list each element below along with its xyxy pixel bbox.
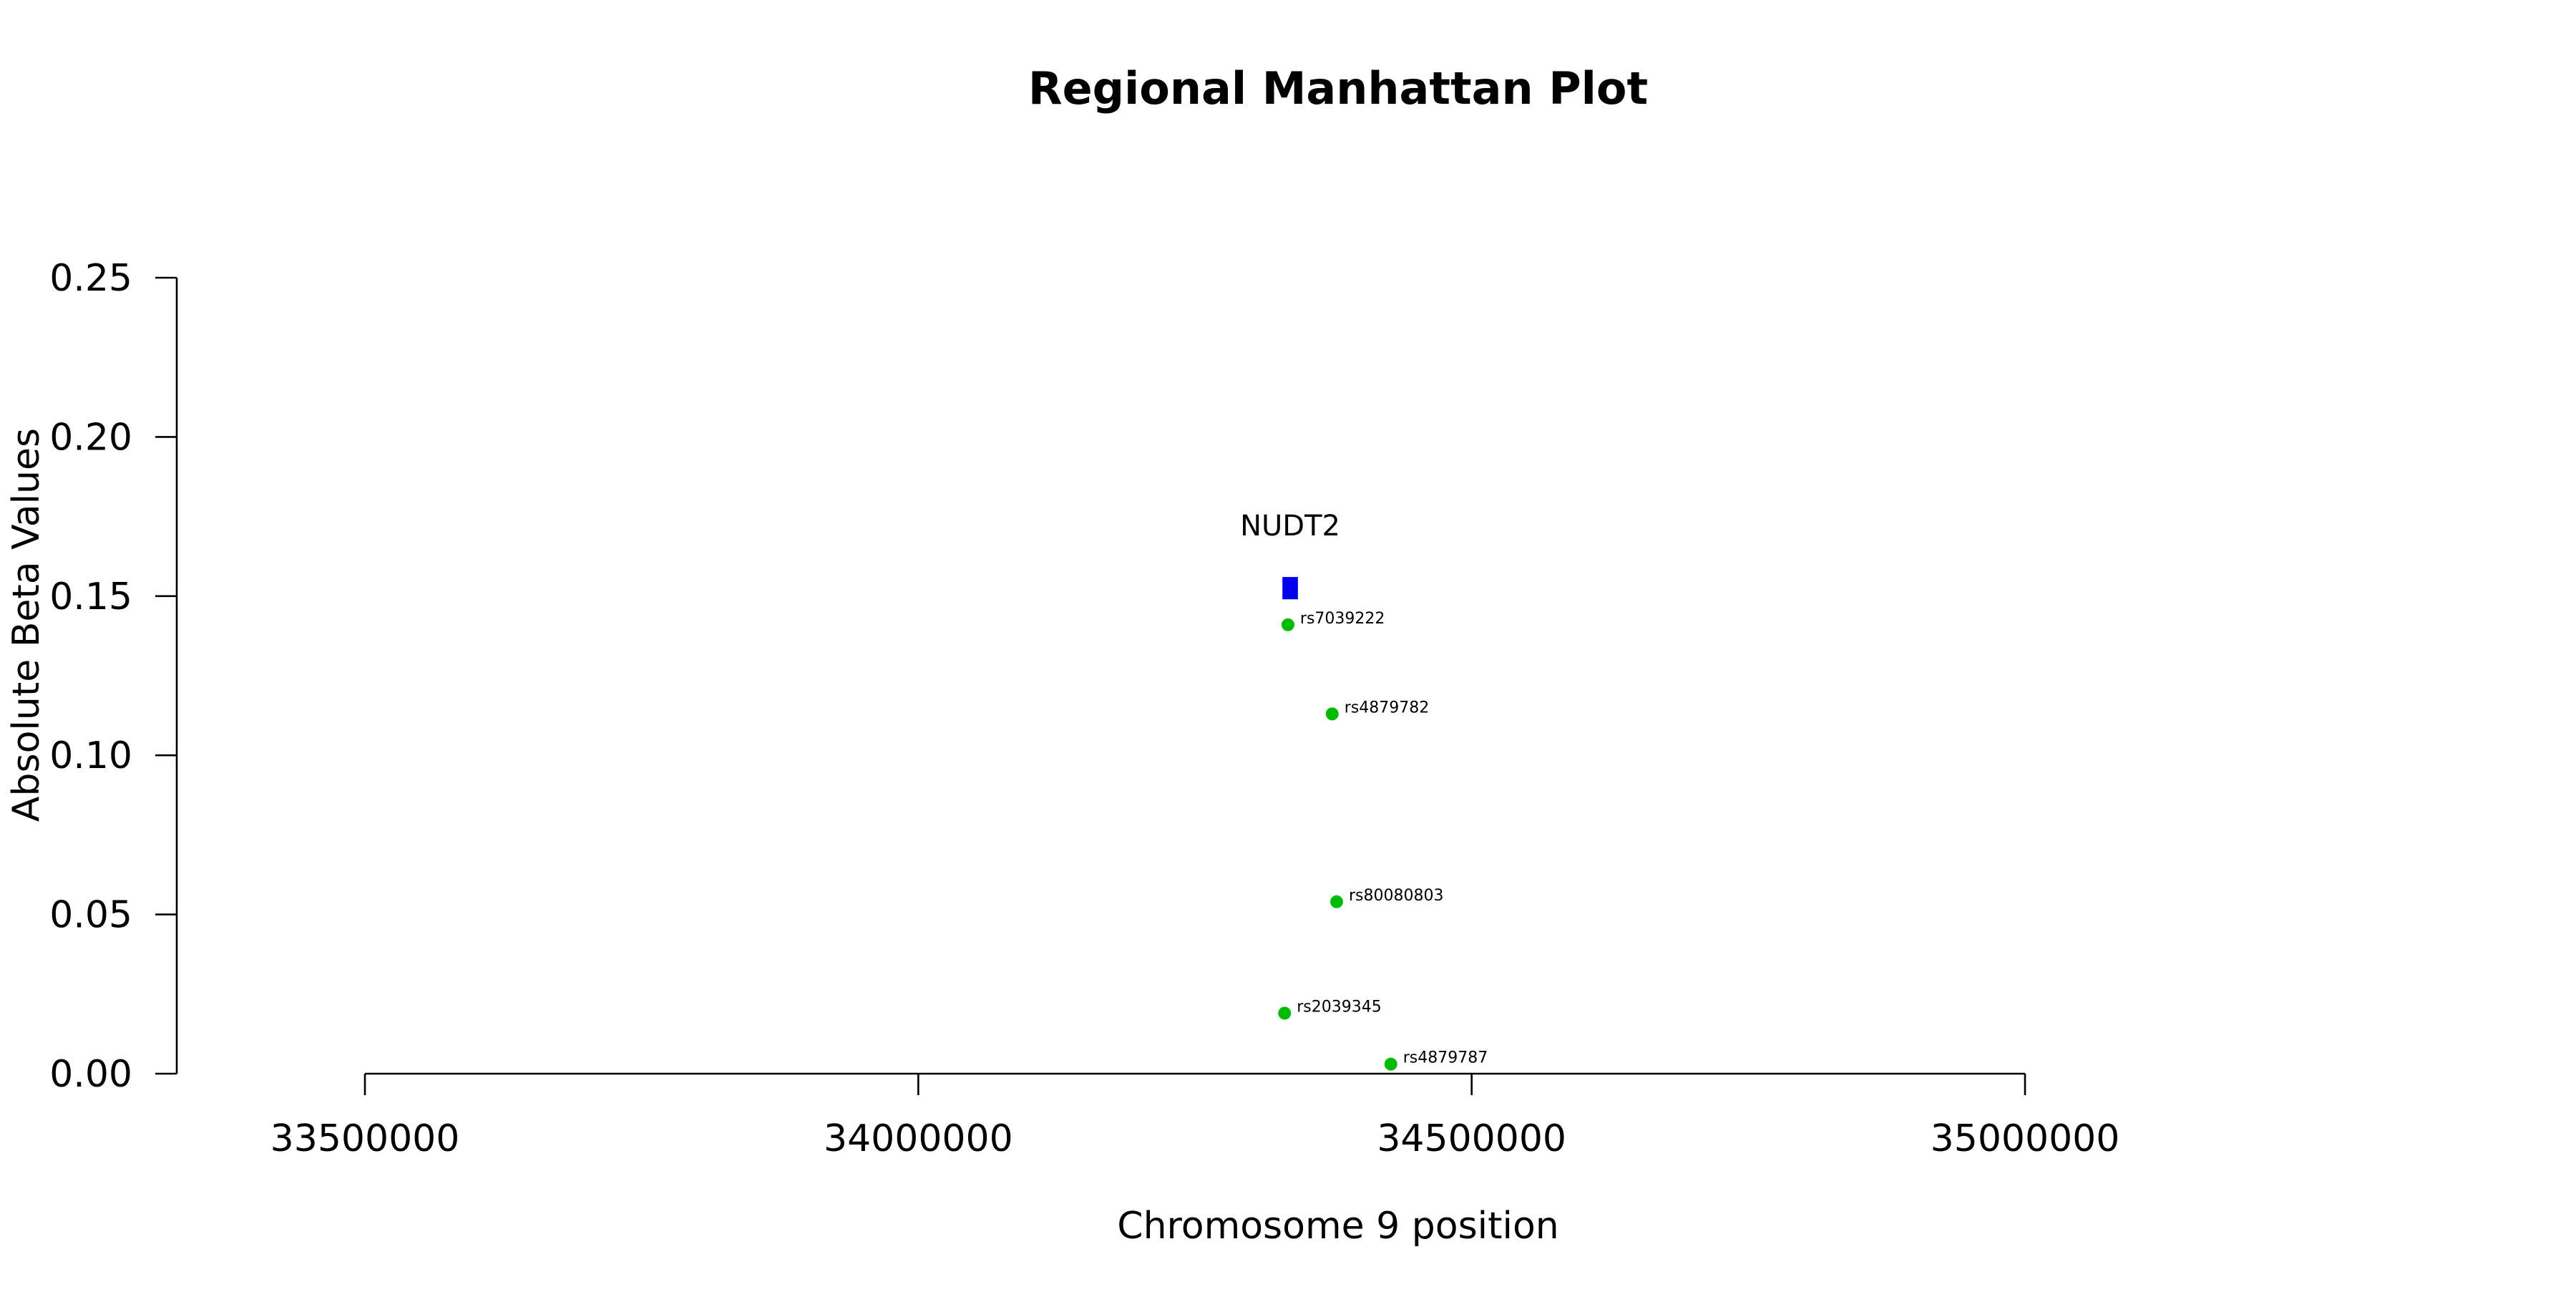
snp-label: rs4879787 [1403, 1049, 1488, 1067]
y-tick-label: 0.15 [49, 575, 132, 618]
snp-layer: rs7039222 rs4879782 rs80080803 rs2039345 rs4… [1278, 610, 1488, 1071]
gene-label: NUDT2 [1240, 510, 1340, 543]
snp-point [1330, 895, 1343, 908]
snp-label: rs2039345 [1297, 998, 1382, 1016]
chart-title: Regional Manhattan Plot [1028, 62, 1648, 115]
gene-layer: NUDT2 [1240, 510, 1340, 600]
snp-point [1281, 618, 1294, 631]
y-axis-label: Absolute Beta Values [5, 428, 48, 822]
y-tick-label: 0.00 [49, 1053, 132, 1096]
snp-point [1325, 707, 1339, 721]
y-tick-label: 0.05 [49, 894, 132, 937]
snp-label: rs4879782 [1345, 699, 1430, 717]
snp-point [1384, 1057, 1397, 1071]
x-tick-label: 34000000 [824, 1117, 1013, 1160]
snp-point [1278, 1006, 1292, 1020]
x-tick-label: 33500000 [270, 1117, 460, 1160]
y-tick-label: 0.25 [49, 257, 132, 300]
x-tick-label: 34500000 [1377, 1117, 1566, 1160]
axes: 0.00 0.05 0.10 0.15 0.20 0.25 33500000 34000000… [49, 257, 2119, 1160]
snp-label: rs7039222 [1300, 610, 1385, 628]
y-tick-label: 0.10 [49, 734, 132, 777]
y-tick-label: 0.20 [49, 416, 132, 459]
snp-label: rs80080803 [1349, 887, 1443, 905]
gene-box [1282, 577, 1298, 600]
x-axis-label: Chromosome 9 position [1117, 1205, 1558, 1248]
x-tick-label: 35000000 [1931, 1117, 2120, 1160]
